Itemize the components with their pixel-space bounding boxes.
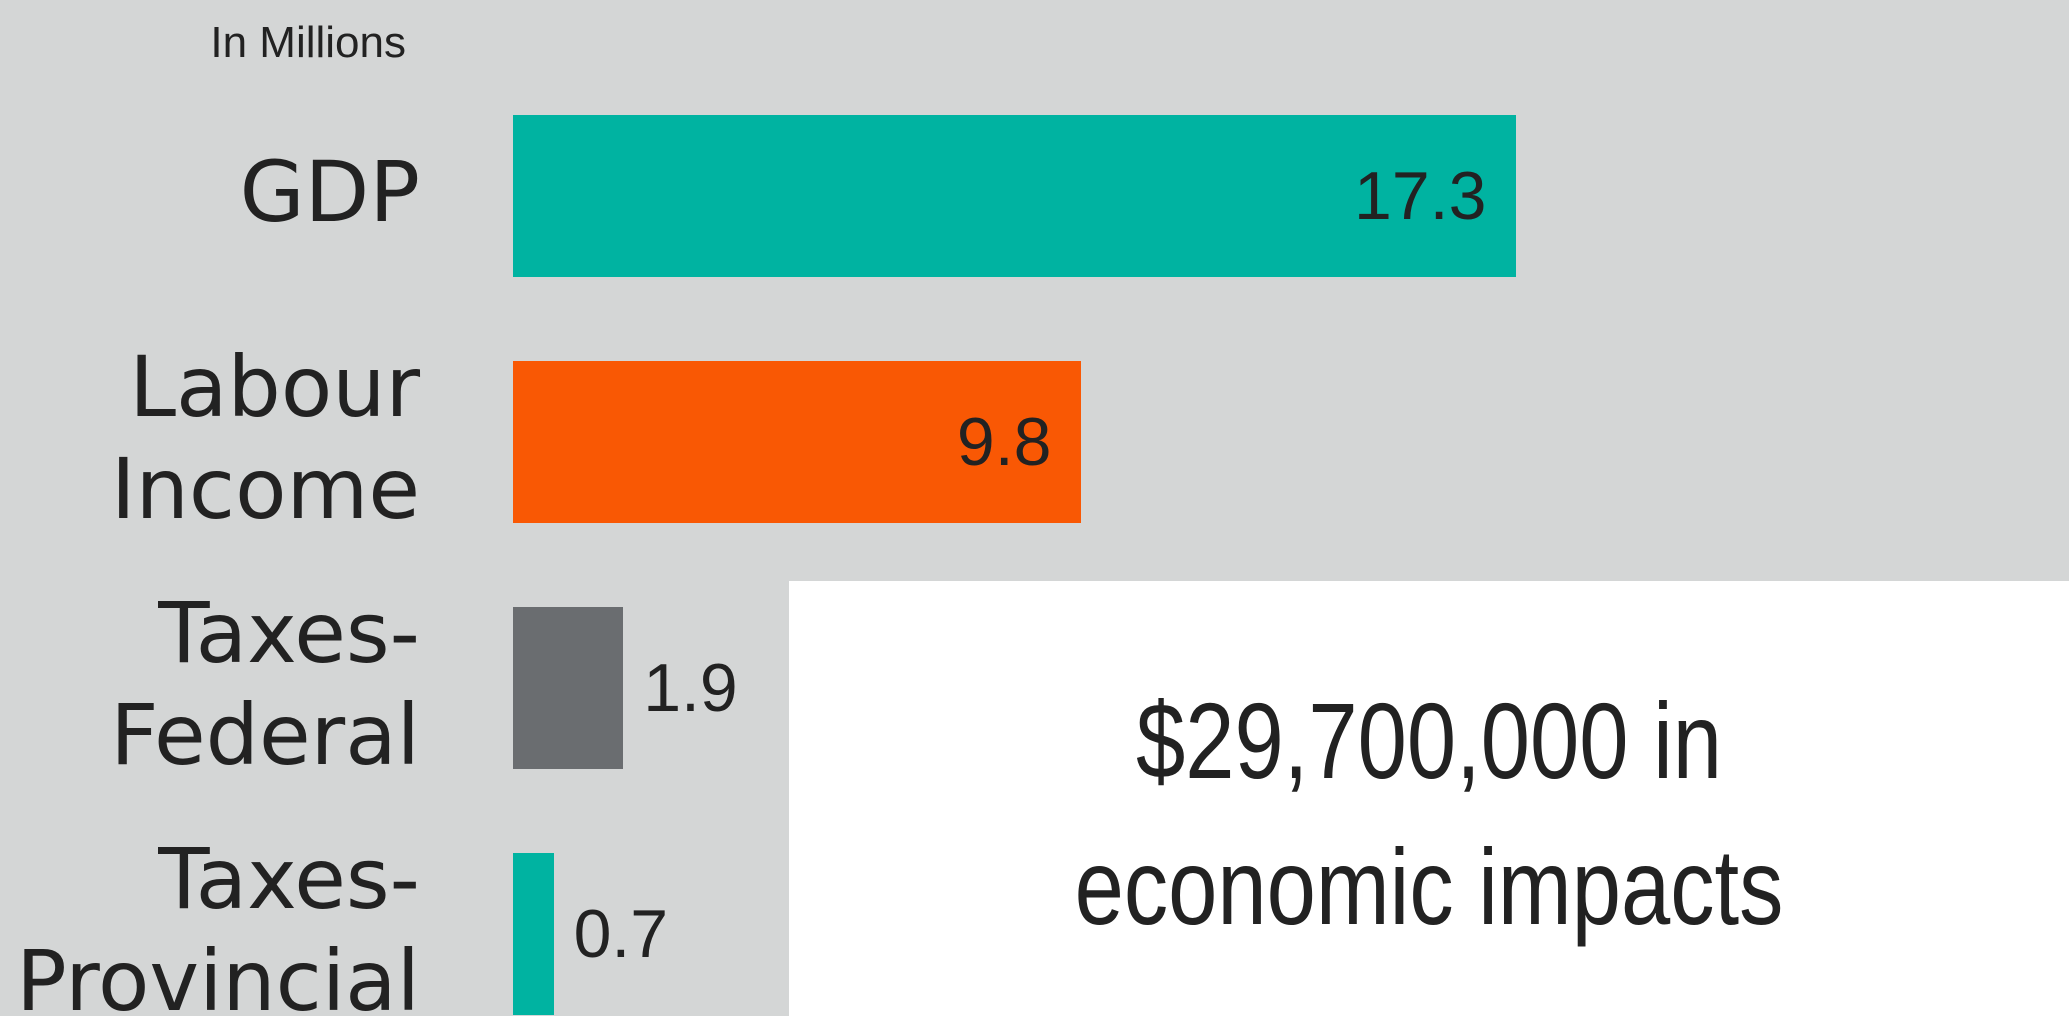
value-label: 1.9 (643, 650, 738, 726)
bar (513, 607, 624, 769)
value-label: 17.3 (1354, 158, 1487, 234)
unit-label: In Millions (210, 18, 406, 67)
category-label: Taxes- Provincial (16, 830, 420, 1016)
value-label: 0.7 (573, 896, 669, 972)
category-label: Taxes- Federal (110, 584, 420, 784)
callout-box: $29,700,000 in economic impacts (789, 581, 2069, 1016)
value-label: 9.8 (956, 404, 1052, 480)
category-label: Labour Income (110, 338, 420, 538)
category-label: GDP (239, 143, 420, 241)
bar (513, 115, 1517, 277)
callout-text: $29,700,000 in economic impacts (1074, 679, 1784, 947)
bar (513, 361, 1082, 523)
bar (513, 853, 554, 1015)
